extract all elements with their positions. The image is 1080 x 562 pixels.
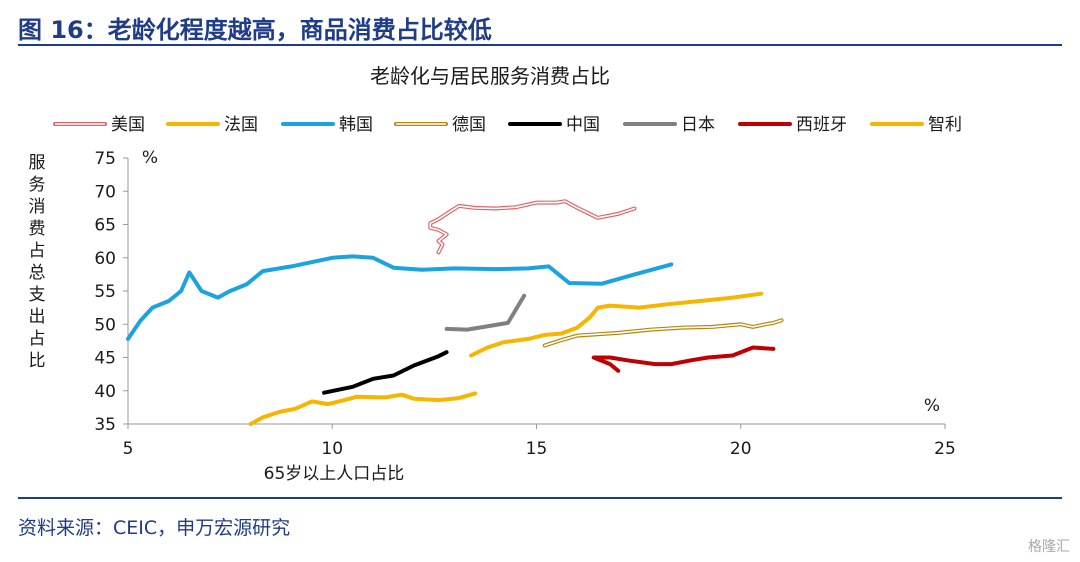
y-axis-label-char: 占	[29, 241, 46, 261]
series-6	[444, 293, 527, 332]
y-axis-label-char: 服	[29, 153, 46, 173]
x-unit-label: %	[924, 396, 940, 416]
legend-label: 智利	[928, 115, 962, 135]
y-axis-label-char: 总	[29, 263, 46, 283]
series-4	[542, 318, 784, 348]
legend-item: 美国	[53, 115, 145, 135]
series-line	[444, 293, 527, 332]
bottom-divider	[18, 497, 1062, 499]
top-divider	[18, 44, 1062, 46]
axes: 35 40 45 50 55 60 65 70 75 5 10 15 20 25	[94, 149, 955, 459]
y-tick-label: 60	[94, 249, 116, 269]
y-axis-label-char: 出	[29, 307, 46, 327]
series-5	[322, 350, 449, 395]
y-tick-label: 65	[94, 216, 116, 236]
x-tick-label: 15	[526, 439, 548, 459]
legend-label: 日本	[681, 115, 715, 135]
y-tick-label: 45	[94, 349, 116, 369]
legend-item: 中国	[508, 115, 600, 135]
chart-title: 老龄化与居民服务消费占比	[370, 64, 610, 88]
x-tick-label: 10	[321, 439, 343, 459]
x-tick-label: 5	[123, 439, 134, 459]
source-note: 资料来源：CEIC，申万宏源研究	[18, 517, 291, 539]
legend-label: 美国	[111, 115, 145, 135]
y-axis-label-char: 消	[29, 197, 46, 217]
y-tick-label: 50	[94, 315, 116, 335]
legend-item: 法国	[166, 115, 258, 135]
series-line	[591, 345, 776, 373]
y-tick-label: 55	[94, 282, 116, 302]
legend-label: 德国	[452, 115, 486, 135]
series-layer	[126, 199, 784, 426]
legend: 美国 法国 韩国 德国 中国 日本 西班牙 智利	[53, 115, 962, 135]
y-tick-label: 35	[94, 415, 116, 435]
x-tick-label: 25	[934, 439, 956, 459]
watermark: 格隆汇	[1028, 539, 1070, 555]
y-axis-label-char: 支	[29, 285, 46, 305]
x-tick-label: 20	[730, 439, 752, 459]
series-line	[322, 350, 449, 395]
legend-item: 韩国	[281, 115, 373, 135]
y-tick-label: 40	[94, 382, 116, 402]
legend-item: 日本	[623, 115, 715, 135]
legend-item: 智利	[870, 115, 962, 135]
series-line	[126, 254, 674, 341]
series-line-inner	[543, 319, 783, 347]
series-1	[428, 199, 637, 255]
series-2	[469, 291, 764, 358]
y-unit-label: %	[142, 148, 158, 168]
y-tick-label: 70	[94, 182, 116, 202]
legend-label: 中国	[566, 115, 600, 135]
chart: 老龄化与居民服务消费占比 美国 法国 韩国 德国 中国 日本 西班牙 智利 35 40 45 50 5…	[29, 64, 963, 484]
series-8	[248, 391, 478, 426]
legend-item: 西班牙	[738, 115, 847, 135]
series-line-inner	[429, 200, 636, 254]
series-line	[469, 291, 764, 358]
series-line-outer	[428, 199, 637, 255]
y-tick-label: 75	[94, 149, 116, 169]
y-axis-label-char: 比	[29, 351, 46, 371]
legend-label: 韩国	[339, 115, 373, 135]
figure-title: 图 16：老龄化程度越高，商品消费占比较低	[18, 16, 492, 44]
y-axis-label-char: 费	[29, 219, 46, 239]
y-axis-label-char: 务	[29, 175, 46, 195]
series-line	[248, 391, 478, 426]
legend-label: 法国	[224, 115, 258, 135]
series-3	[126, 254, 674, 341]
y-axis-label-char: 占	[29, 329, 46, 349]
legend-label: 西班牙	[796, 115, 847, 135]
x-axis-label: 65岁以上人口占比	[264, 464, 405, 484]
series-7	[591, 345, 776, 373]
legend-item: 德国	[394, 115, 486, 135]
